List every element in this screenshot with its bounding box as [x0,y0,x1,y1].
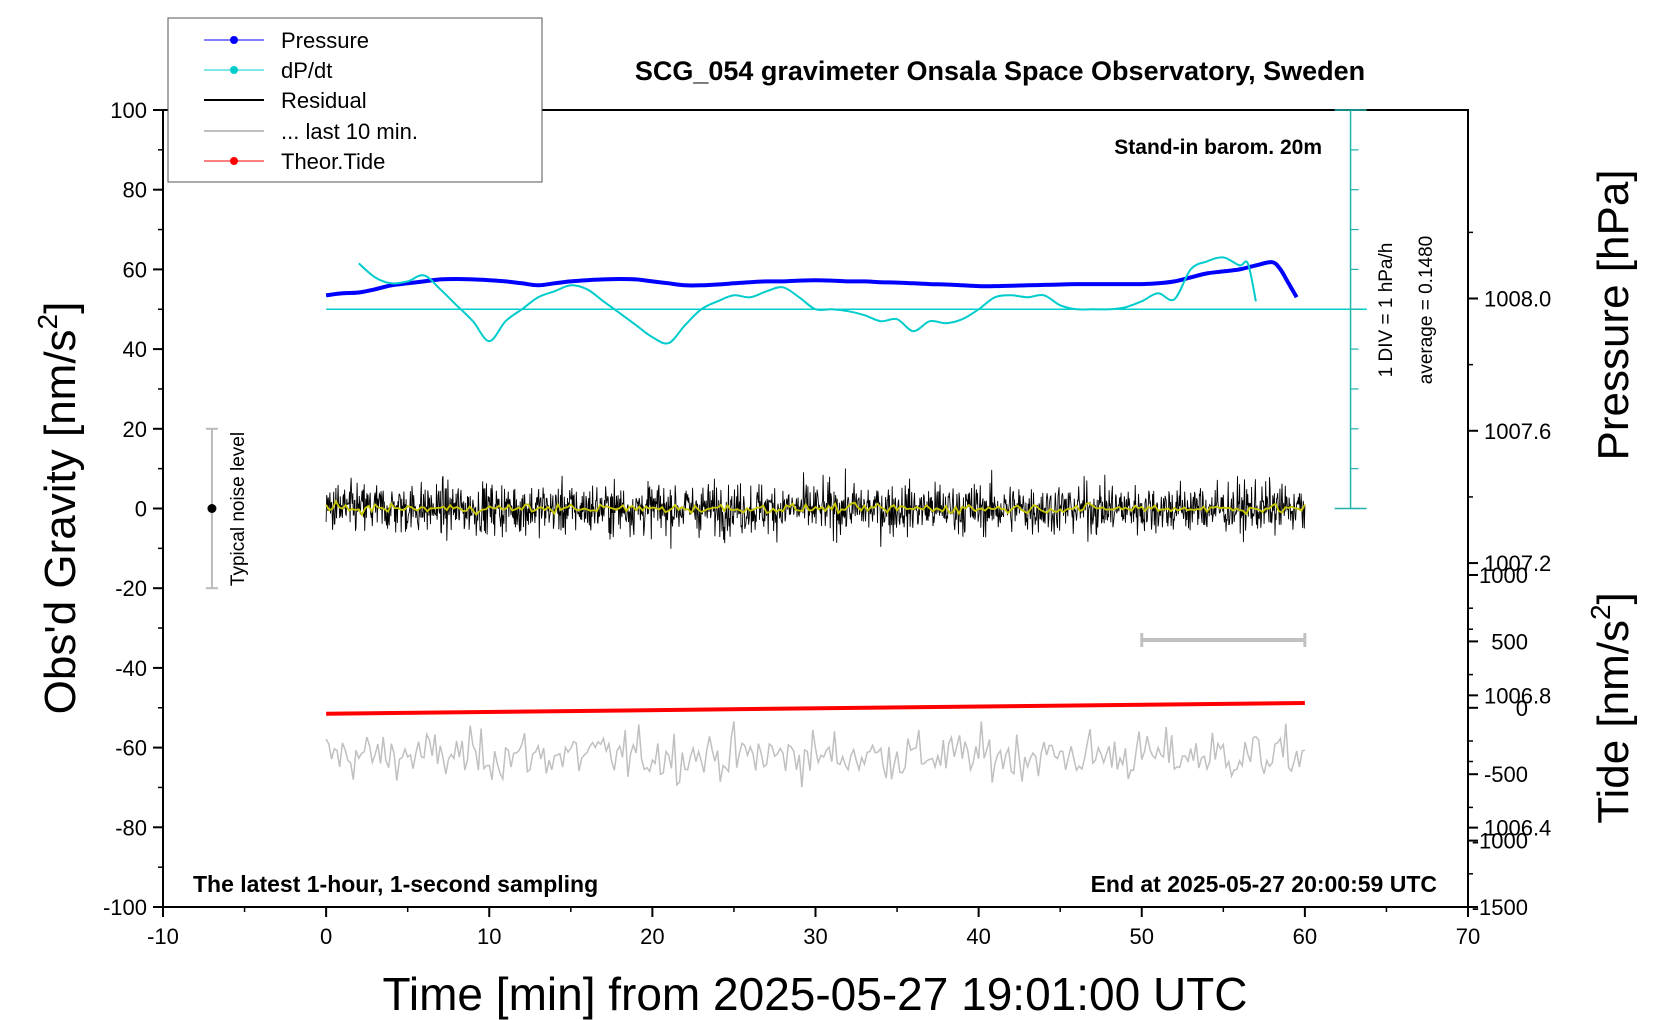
tide-axis-label-main: Tide [nm/s [1589,620,1638,824]
y-axis-label-left-end: ] [36,302,85,314]
tide-axis-label: Tide [nm/s2] [1585,592,1638,824]
x-tick-label: -10 [147,924,179,949]
pressure-tick-label: 1007.6 [1484,419,1551,444]
x-tick-label: 60 [1293,924,1317,949]
div-label: 1 DIV = 1 hPa/h [1376,243,1397,378]
dpdt-scale-bar [1334,109,1367,510]
tide-tick-label: -1000 [1472,829,1528,854]
series-pressure [325,260,1299,299]
y-tick-label: 80 [123,178,147,203]
y-tick-label: -60 [115,736,147,761]
pressure-tick-label: 1006.8 [1484,683,1551,708]
y-axis-label-left: Obs'd Gravity [nm/s2] [32,302,85,715]
series-theor-tide [326,700,1305,716]
y-axis-label-left-sup: 2 [32,314,63,330]
noise-point [207,504,217,513]
average-label: average = 0.1480 [1416,236,1437,384]
y-tick-label: -80 [115,815,147,840]
x-tick-label: 40 [966,924,990,949]
x-tick-label: 30 [803,924,827,949]
pressure-axis-ticks: 1008.0 1007.6 1007.2 1006.8 1006.4 [1468,231,1551,841]
tide-tick-label: 1000 [1479,563,1528,588]
legend-label-pressure: Pressure [281,28,369,53]
y-tick-label: -100 [103,895,147,920]
x-tick-label: 70 [1456,924,1480,949]
latest-sampling-note: The latest 1-hour, 1-second sampling [193,871,598,897]
y-axis-label-left-main: Obs'd Gravity [nm/s [36,329,85,714]
legend: Pressure dP/dt Residual ... last 10 min.… [167,17,543,183]
y-tick-label: 100 [110,98,147,123]
y-tick-label: 0 [135,497,147,522]
tide-tick-label: 0 [1516,696,1528,721]
x-tick-label: 0 [320,924,332,949]
legend-label-last-10-min: ... last 10 min. [281,119,418,144]
last-10-min-range-bar [1140,633,1307,648]
tide-axis-label-sup: 2 [1585,604,1616,620]
chart-title: SCG_054 gravimeter Onsala Space Observat… [635,56,1365,86]
tide-axis-ticks: 1000 500 0 -500 -1000 -1500 [1468,563,1528,920]
x-tick-label: 10 [477,924,501,949]
series-dpdt [358,256,1257,345]
y-tick-label: -20 [115,576,147,601]
noise-level-marker [205,427,218,590]
y-axis-ticks: 100 80 60 40 20 0 -20 -40 -60 -80 -100 [103,98,163,920]
legend-marker-theor-tide [230,157,238,165]
legend-marker-pressure [230,36,238,44]
dpdt-line [358,256,1257,345]
legend-label-dpdt: dP/dt [281,58,332,83]
pressure-tick-label: 1006.4 [1484,816,1551,841]
y-tick-label: 40 [123,337,147,362]
tide-line [326,700,1305,716]
pressure-axis-label: Pressure [hPa] [1589,169,1638,460]
stand-in-barometer-note: Stand-in barom. 20m [1114,136,1322,159]
tide-tick-label: -1500 [1472,895,1528,920]
x-axis-label: Time [min] from 2025-05-27 19:01:00 UTC [383,968,1248,1020]
last-10-min-line [325,721,1306,788]
series-residual-smoothed [325,499,1306,517]
residual-line [325,468,1306,549]
end-time-note: End at 2025-05-27 20:00:59 UTC [1091,871,1437,897]
noise-level-label: Typical noise level [228,432,249,586]
pressure-line [325,260,1299,299]
pressure-tick-label: 1007.2 [1484,551,1551,576]
tide-axis-label-end: ] [1589,592,1638,604]
x-tick-label: 20 [640,924,664,949]
pressure-tick-label: 1008.0 [1484,287,1551,312]
y-tick-label: 20 [123,417,147,442]
legend-item-pressure: Pressure [204,28,369,53]
legend-item-residual: Residual [204,88,367,113]
tide-tick-label: 500 [1491,629,1528,654]
legend-item-last-10-min: ... last 10 min. [204,119,418,144]
residual-smoothed-line [325,499,1306,517]
tide-tick-label: -500 [1484,762,1528,787]
legend-item-dpdt: dP/dt [204,58,332,83]
legend-label-theor-tide: Theor.Tide [281,149,385,174]
series-residual [325,468,1306,549]
x-tick-label: 50 [1130,924,1154,949]
legend-marker-dpdt [230,66,238,74]
x-axis-ticks: -10 0 10 20 30 40 50 60 70 [147,907,1480,949]
y-tick-label: -40 [115,656,147,681]
legend-item-theor-tide: Theor.Tide [204,149,385,174]
y-tick-label: 60 [123,257,147,282]
series-last-10-min [325,721,1306,788]
legend-label-residual: Residual [281,88,367,113]
